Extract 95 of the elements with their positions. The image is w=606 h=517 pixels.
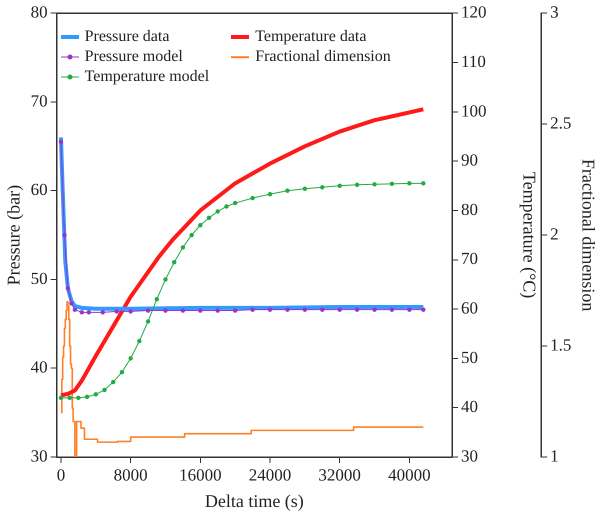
point bbox=[102, 388, 107, 392]
point bbox=[72, 307, 78, 312]
y2-tick-label: 80 bbox=[461, 200, 478, 219]
point bbox=[421, 181, 426, 186]
point bbox=[163, 308, 168, 313]
point bbox=[198, 308, 203, 313]
y2-tick-label: 100 bbox=[461, 101, 487, 120]
y-tick-label: 80 bbox=[30, 2, 48, 22]
point bbox=[407, 307, 412, 312]
point bbox=[180, 245, 186, 250]
point bbox=[69, 301, 74, 306]
point bbox=[146, 308, 150, 313]
point bbox=[128, 356, 133, 361]
point bbox=[172, 260, 176, 264]
point bbox=[146, 319, 150, 324]
point bbox=[407, 181, 412, 186]
legend-label: Pressure data bbox=[84, 27, 170, 48]
point bbox=[114, 309, 119, 314]
y2-tick-label: 90 bbox=[461, 150, 478, 170]
point bbox=[372, 307, 377, 312]
point bbox=[320, 307, 324, 312]
point bbox=[232, 200, 238, 206]
y3-tick-label: 2 bbox=[550, 224, 559, 244]
point bbox=[67, 396, 72, 400]
legend-label: Pressure model bbox=[84, 47, 183, 68]
point bbox=[232, 308, 238, 313]
y-tick-label: 60 bbox=[30, 180, 48, 200]
y-tick-label: 50 bbox=[30, 268, 48, 288]
point bbox=[268, 307, 272, 312]
point bbox=[66, 286, 70, 291]
y3-tick-label: 3 bbox=[550, 2, 559, 22]
point bbox=[372, 182, 377, 187]
point bbox=[354, 182, 360, 188]
y2-tick-label: 70 bbox=[461, 249, 478, 268]
point bbox=[206, 216, 212, 220]
point bbox=[198, 223, 203, 228]
x-tick-label: 16000 bbox=[179, 466, 222, 485]
y3-tick-label: 1 bbox=[550, 446, 559, 466]
point bbox=[163, 277, 168, 282]
point bbox=[250, 196, 255, 200]
point bbox=[62, 232, 67, 238]
point bbox=[285, 188, 290, 193]
point bbox=[224, 204, 229, 209]
point bbox=[86, 310, 92, 315]
point bbox=[128, 309, 133, 314]
legend-label: Temperature data bbox=[255, 27, 366, 48]
legend-label: Temperature model bbox=[84, 67, 210, 88]
point bbox=[354, 307, 360, 312]
y2-tick-label: 40 bbox=[461, 397, 478, 416]
point bbox=[250, 307, 255, 312]
x-tick-label: 24000 bbox=[248, 466, 292, 485]
point bbox=[154, 297, 159, 302]
y-tick-label: 30 bbox=[30, 446, 48, 466]
point bbox=[216, 209, 220, 214]
point bbox=[216, 308, 220, 313]
point bbox=[111, 380, 116, 384]
x-tick-label: 0 bbox=[56, 466, 66, 485]
point bbox=[337, 184, 342, 188]
point bbox=[302, 186, 308, 191]
point bbox=[58, 140, 64, 144]
y2-tick-label: 30 bbox=[461, 446, 478, 466]
y-tick-label: 70 bbox=[30, 91, 48, 110]
point bbox=[80, 310, 84, 315]
point bbox=[189, 232, 194, 238]
x-tick-label: 8000 bbox=[114, 466, 148, 485]
point bbox=[337, 307, 342, 312]
legend-label: Fractional dimension bbox=[255, 47, 391, 68]
y2-tick-label: 60 bbox=[461, 298, 478, 318]
y2-tick-label: 120 bbox=[461, 2, 487, 22]
y3-tick-label: 1.5 bbox=[550, 336, 572, 355]
point bbox=[268, 192, 272, 196]
y2-axis-title: Temperature (°C) bbox=[520, 172, 540, 298]
point bbox=[285, 307, 290, 312]
point bbox=[320, 185, 324, 190]
point bbox=[84, 394, 90, 400]
point bbox=[302, 307, 308, 312]
point bbox=[120, 370, 124, 374]
y-axis-title: Pressure (bar) bbox=[4, 184, 24, 286]
y2-tick-label: 110 bbox=[461, 52, 486, 71]
point bbox=[94, 392, 98, 397]
x-tick-label: 40000 bbox=[388, 466, 431, 485]
x-tick-label: 32000 bbox=[318, 466, 361, 485]
y2-tick-label: 50 bbox=[461, 348, 478, 367]
x-axis-title: Delta time (s) bbox=[204, 490, 304, 511]
point bbox=[58, 396, 64, 400]
point bbox=[76, 396, 81, 400]
y3-tick-label: 2.5 bbox=[550, 114, 572, 133]
point bbox=[421, 307, 426, 312]
point bbox=[100, 310, 105, 315]
point bbox=[137, 338, 142, 344]
y3-axis-title: Fractional dimension bbox=[578, 158, 598, 312]
point bbox=[390, 307, 394, 312]
point bbox=[390, 182, 394, 186]
point bbox=[180, 308, 186, 313]
y-tick-label: 40 bbox=[30, 358, 48, 377]
